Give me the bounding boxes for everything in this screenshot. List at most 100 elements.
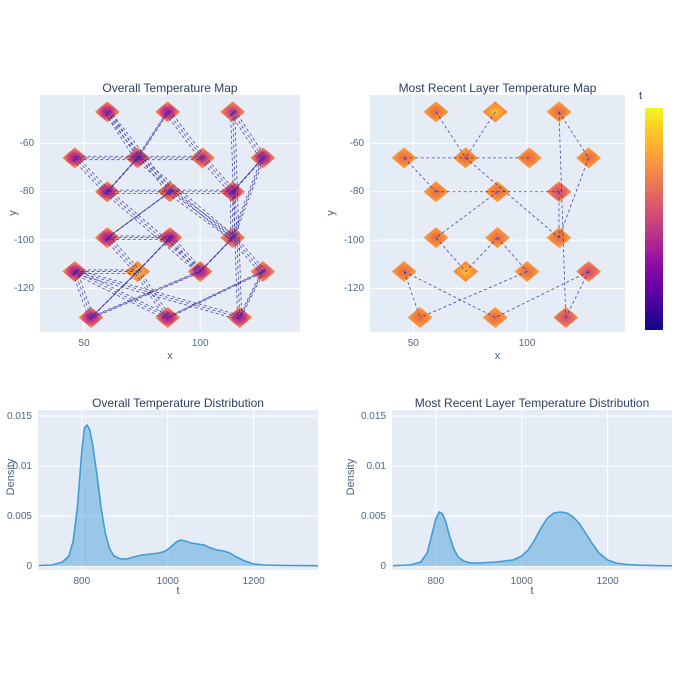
trajectory-line (171, 235, 203, 271)
trajectory-line (109, 110, 173, 191)
heat-marker[interactable] (62, 147, 88, 169)
y-tick-label: 0 (26, 560, 32, 572)
recent-dist-plot[interactable] (392, 410, 672, 570)
trajectory-line (137, 157, 233, 238)
trajectory-line (230, 113, 239, 320)
recent-dist-yaxis-label: Density (345, 458, 357, 496)
overall-dist-title: Overall Temperature Distribution (92, 396, 264, 410)
trajectory-line (232, 111, 264, 159)
trajectory-line (139, 235, 173, 271)
heat-marker[interactable] (250, 147, 276, 169)
trajectory-line (72, 272, 238, 320)
colorbar-gradient[interactable] (645, 108, 663, 330)
trajectory-line (76, 269, 170, 317)
trajectory-line (135, 113, 167, 160)
x-tick-label: 1200 (596, 576, 619, 587)
trajectory-line (435, 191, 498, 239)
density-area (38, 425, 318, 566)
x-tick-label: 100 (191, 338, 209, 349)
trajectory-line (169, 237, 201, 272)
heat-marker[interactable] (227, 306, 253, 328)
y-tick-label: -100 (13, 234, 34, 246)
trajectory-line (139, 110, 171, 157)
trajectory-line (105, 113, 169, 194)
y-tick-label: -120 (343, 282, 364, 294)
density-curve[interactable] (392, 511, 672, 567)
trajectory-line (167, 271, 264, 318)
y-tick-label: 0.005 (6, 510, 32, 522)
y-tick-label: 0.005 (360, 510, 386, 522)
trajectory-line (137, 111, 169, 159)
trajectory-line (104, 113, 136, 160)
trajectory-line (558, 111, 589, 159)
trajectory-line (167, 111, 203, 159)
heat-marker[interactable] (553, 306, 579, 328)
trajectory-line (107, 111, 171, 192)
trajectory-line (109, 156, 140, 191)
trajectory-line (230, 159, 262, 194)
trajectory-line (105, 193, 169, 240)
overall-map-plot[interactable] (40, 95, 300, 332)
trajectory-line (497, 237, 528, 272)
overall-dist-plot[interactable] (38, 410, 318, 570)
trajectory-line (74, 271, 168, 318)
trajectory-line (202, 157, 233, 193)
recent-map-xaxis-label: x (494, 350, 501, 362)
trajectory-line (139, 269, 171, 317)
trajectory-line (495, 271, 589, 318)
heat-marker[interactable] (482, 306, 508, 328)
recent-map-title: Most Recent Layer Temperature Map (398, 81, 597, 95)
plot-background (38, 410, 318, 570)
trajectory-line (232, 111, 241, 318)
trajectory-line (76, 156, 110, 191)
y-tick-label: 0.015 (6, 410, 32, 422)
trajectory-line (165, 272, 262, 320)
trajectory-line (108, 110, 140, 157)
trajectory-line (465, 111, 496, 159)
heat-marker[interactable] (453, 261, 479, 283)
trajectory-line (419, 271, 528, 318)
trajectory-line (403, 157, 437, 193)
trajectory-line (106, 111, 138, 159)
density-curve[interactable] (38, 424, 318, 567)
x-tick-label: 1200 (242, 576, 265, 587)
trajectory-line (465, 237, 498, 272)
trajectory-line (139, 155, 235, 237)
trajectory-line (201, 235, 235, 271)
recent-map-yaxis-label: y (325, 210, 337, 216)
trajectory-line (435, 111, 466, 159)
x-tick-label: 1000 (156, 576, 179, 587)
density-area (392, 512, 672, 566)
y-tick-label: 0 (380, 560, 386, 572)
y-tick-label: -80 (349, 186, 364, 198)
overall-dist-yaxis-label: Density (5, 458, 17, 496)
trajectory-line (171, 189, 235, 237)
trajectory-line (230, 239, 262, 274)
trajectory-line (135, 159, 231, 240)
trajectory-line (72, 273, 90, 320)
trajectory-line (137, 237, 171, 272)
trajectory-line (107, 157, 138, 193)
y-tick-label: -100 (343, 234, 364, 246)
trajectory-line (105, 239, 136, 274)
trajectory-line (137, 271, 169, 318)
trajectory-line (74, 271, 240, 318)
trajectory-line (135, 239, 169, 274)
trajectory-line (204, 156, 235, 191)
trajectory-line (76, 269, 242, 317)
trajectory-line (234, 110, 266, 157)
trajectory-line (105, 193, 199, 274)
trajectory-line (558, 111, 567, 318)
recent-dist-title: Most Recent Layer Temperature Distributi… (414, 396, 650, 410)
trajectory-line (234, 110, 243, 316)
recent-map-plot[interactable] (370, 95, 625, 332)
trajectory-line (72, 159, 106, 194)
trajectory-line (135, 273, 167, 320)
trajectory-line (167, 193, 231, 240)
trajectory-line (200, 159, 231, 194)
heat-marker[interactable] (516, 147, 542, 169)
trajectory-line (169, 191, 233, 239)
overall-dist-xaxis-label: t (176, 585, 180, 597)
trajectory-line (165, 113, 201, 160)
trajectory-line (109, 189, 203, 271)
